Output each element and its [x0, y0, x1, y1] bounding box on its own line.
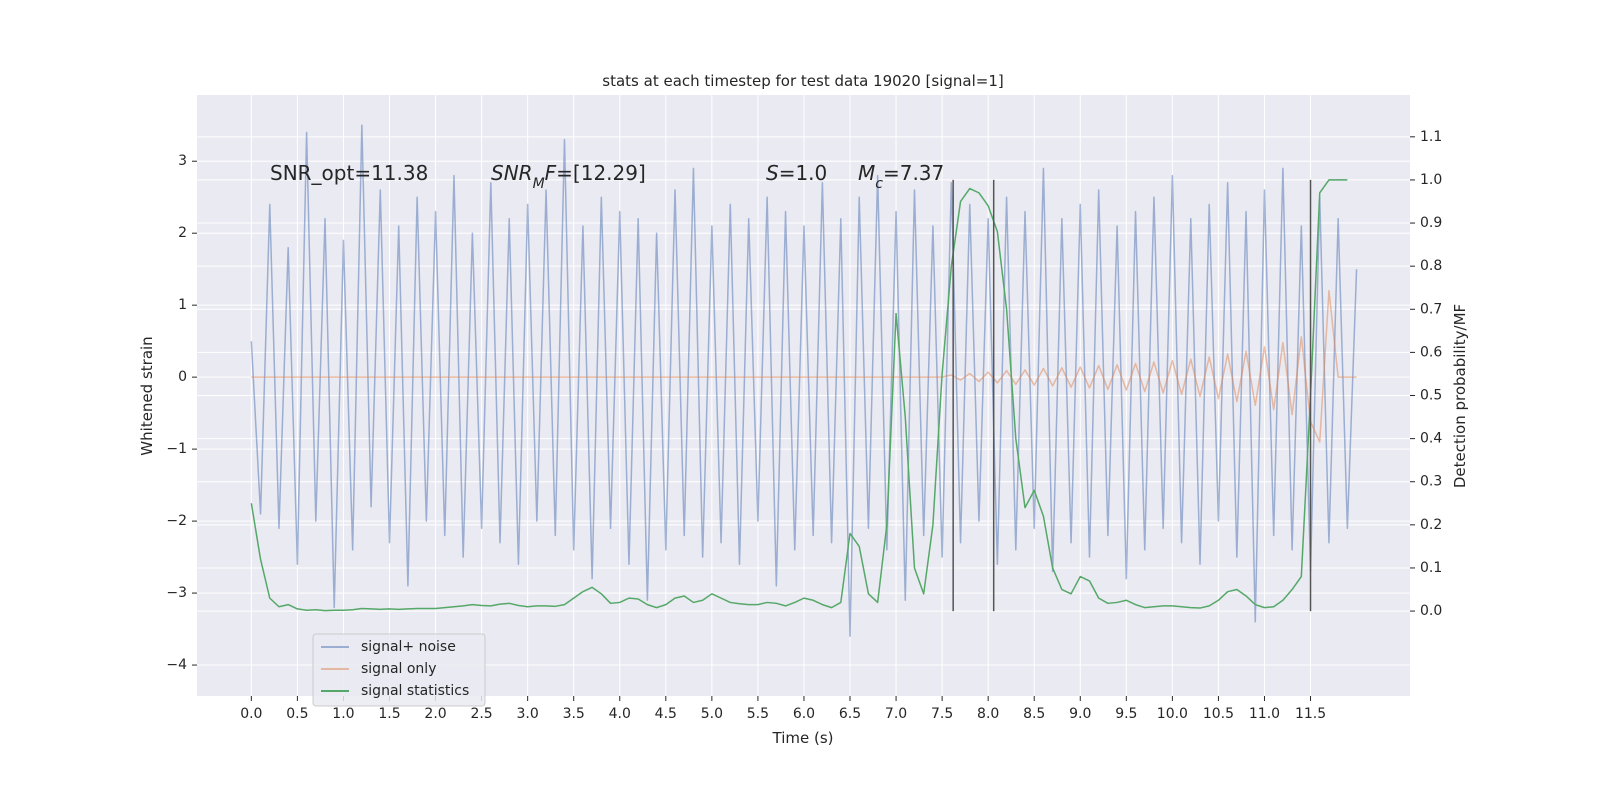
- y-tick-label: 2: [178, 225, 187, 241]
- x-tick-label: 0.0: [240, 706, 262, 722]
- x-tick-label: 5.5: [747, 706, 769, 722]
- y2-tick-label: 0.0: [1420, 603, 1442, 619]
- chart-title: stats at each timestep for test data 190…: [602, 72, 1003, 90]
- y-tick-label: 1: [178, 297, 187, 313]
- x-tick-label: 9.0: [1069, 706, 1091, 722]
- y2-tick-label: 0.1: [1420, 560, 1442, 576]
- y-tick-label: −3: [166, 585, 187, 601]
- x-tick-label: 3.0: [517, 706, 539, 722]
- y2-tick-label: 1.0: [1420, 172, 1442, 188]
- y-tick-label: −1: [166, 441, 187, 457]
- y2-tick-label: 0.9: [1420, 215, 1442, 231]
- annotation-part: =7.37: [883, 161, 944, 185]
- series-line: [250, 179, 1348, 612]
- x-tick-label: 1.0: [332, 706, 354, 722]
- plot-area: [250, 124, 1358, 638]
- y2-tick-label: 0.4: [1420, 431, 1442, 447]
- y-axis-label: Whitened strain: [138, 336, 156, 455]
- y-tick-label: 0: [178, 369, 187, 385]
- x-tick-label: 8.5: [1023, 706, 1045, 722]
- annotation: S=1.0: [766, 161, 827, 185]
- annotation-part: F: [545, 161, 557, 185]
- x-tick-label: 2.5: [470, 706, 492, 722]
- y2-tick-label: 0.2: [1420, 517, 1442, 533]
- x-tick-label: 8.0: [977, 706, 999, 722]
- annotation-part: M: [533, 176, 545, 192]
- annotation-part: M: [858, 161, 875, 185]
- y2-tick-label: 0.5: [1420, 388, 1442, 404]
- annotation: Mc=7.37: [858, 161, 944, 192]
- y2-axis-label: Detection probability/MF: [1451, 304, 1469, 488]
- annotation: SNR_opt=11.38: [270, 161, 428, 185]
- x-tick-label: 9.5: [1115, 706, 1137, 722]
- x-axis-label: Time (s): [772, 729, 834, 747]
- annotation-part: =[12.29]: [556, 161, 646, 185]
- y2-tick-label: 0.3: [1420, 474, 1442, 490]
- y2-tick-label: 0.7: [1420, 301, 1442, 317]
- x-tick-label: 4.5: [655, 706, 677, 722]
- legend-label: signal+ noise: [361, 639, 456, 655]
- annotation-part: c: [875, 176, 883, 192]
- y2-tick-label: 1.1: [1420, 129, 1442, 145]
- legend-label: signal only: [361, 661, 436, 677]
- legend-box: [312, 633, 486, 707]
- x-tick-label: 1.5: [378, 706, 400, 722]
- y2-tick-label: 0.8: [1420, 258, 1442, 274]
- annotation-part: SNR: [491, 161, 533, 185]
- annotation-part: S: [766, 161, 779, 185]
- y2-tick-label: 0.6: [1420, 344, 1442, 360]
- y-tick-label: 3: [178, 153, 187, 169]
- legend-label: signal statistics: [361, 683, 469, 699]
- x-tick-label: 10.5: [1203, 706, 1234, 722]
- x-tick-label: 5.0: [701, 706, 723, 722]
- legend: signal+ noise signal only signal statistic…: [312, 633, 486, 707]
- x-tick-label: 3.5: [563, 706, 585, 722]
- x-tick-label: 6.0: [793, 706, 815, 722]
- x-tick-label: 11.0: [1249, 706, 1280, 722]
- x-tick-label: 4.0: [609, 706, 631, 722]
- x-tick-label: 2.0: [424, 706, 446, 722]
- x-tick-label: 0.5: [286, 706, 308, 722]
- x-tick-label: 10.0: [1157, 706, 1188, 722]
- annotation-part: =1.0: [779, 161, 828, 185]
- x-tick-label: 7.5: [931, 706, 953, 722]
- annotation: SNRMF=[12.29]: [491, 161, 646, 192]
- y-tick-label: −4: [166, 657, 187, 673]
- series-line: [250, 124, 1358, 638]
- annotation-part: SNR_opt=11.38: [270, 161, 428, 185]
- series-line: [251, 290, 1357, 443]
- grid: [197, 95, 1410, 696]
- x-tick-label: 7.0: [885, 706, 907, 722]
- x-tick-label: 6.5: [839, 706, 861, 722]
- x-tick-label: 11.5: [1295, 706, 1326, 722]
- y-tick-label: −2: [166, 513, 187, 529]
